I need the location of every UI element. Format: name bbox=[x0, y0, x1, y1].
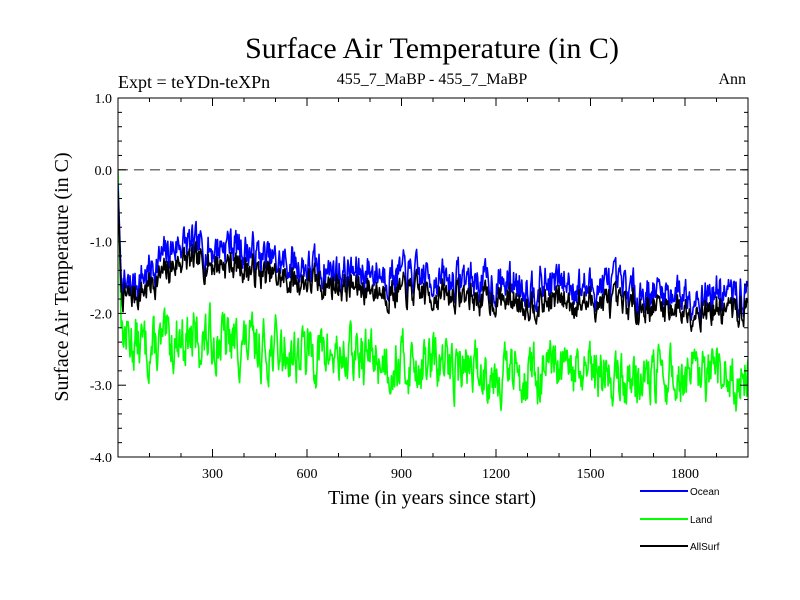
series-line-land bbox=[118, 169, 748, 412]
series-line-allsurf bbox=[118, 191, 748, 333]
experiment-label: Expt = teYDn-teXPn bbox=[118, 72, 270, 92]
chart-title: Surface Air Temperature (in C) bbox=[245, 32, 619, 65]
series-line-ocean bbox=[118, 184, 748, 324]
x-tick-label: 300 bbox=[202, 467, 223, 482]
x-tick-label: 1200 bbox=[482, 467, 510, 482]
y-tick-label: 0.0 bbox=[95, 164, 113, 179]
legend-label-land: Land bbox=[690, 515, 712, 526]
period-label: Ann bbox=[718, 71, 746, 88]
x-tick-label: 1500 bbox=[577, 467, 605, 482]
y-tick-label: 1.0 bbox=[95, 92, 113, 107]
x-tick-label: 600 bbox=[297, 467, 318, 482]
legend-label-ocean: Ocean bbox=[690, 487, 719, 498]
x-tick-label: 900 bbox=[391, 467, 412, 482]
plot-frame bbox=[117, 97, 749, 458]
x-tick-label: 1800 bbox=[671, 467, 699, 482]
y-tick-label: -3.0 bbox=[90, 379, 112, 394]
y-axis-label: Surface Air Temperature (in C) bbox=[51, 152, 73, 401]
series-layer bbox=[118, 169, 748, 412]
y-tick-label: -2.0 bbox=[90, 307, 112, 322]
x-axis-label: Time (in years since start) bbox=[328, 487, 536, 509]
y-tick-label: -1.0 bbox=[90, 236, 112, 251]
legend-label-allsurf: AllSurf bbox=[690, 542, 720, 553]
comparison-label: 455_7_MaBP - 455_7_MaBP bbox=[337, 71, 528, 88]
legend: Ocean Land AllSurf bbox=[640, 487, 720, 553]
y-tick-label: -4.0 bbox=[90, 451, 112, 466]
ticks-layer: 300 600 900 1200 1500 1800 1.0 0.0 -1.0 -2.0 -3.0 -… bbox=[90, 92, 748, 482]
